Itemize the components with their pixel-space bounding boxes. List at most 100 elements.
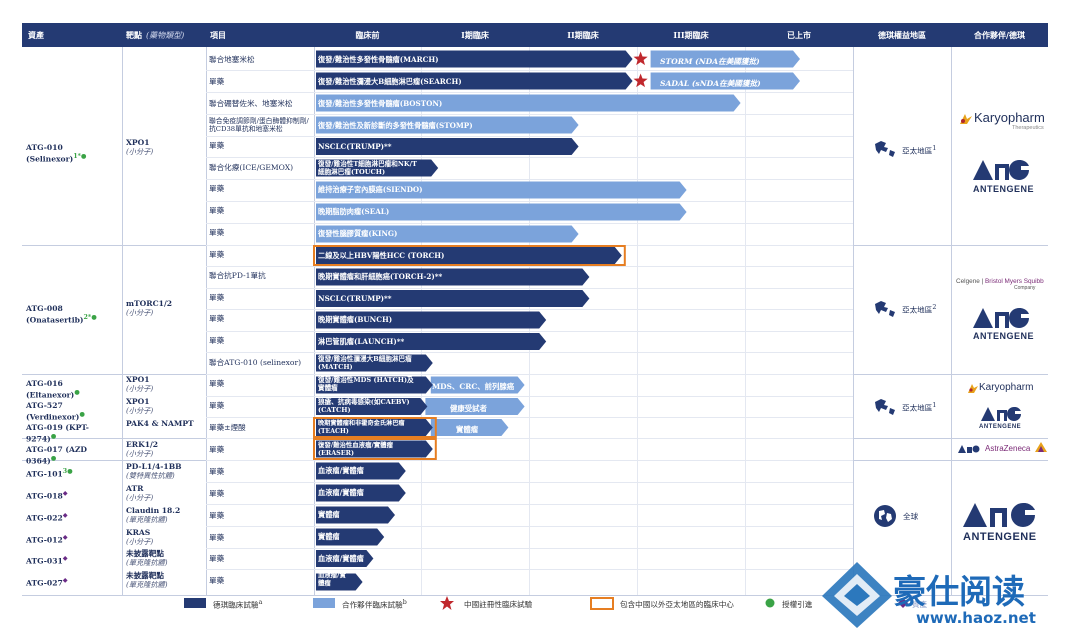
project-label: 聯合硼替佐米、地塞米松 — [209, 99, 293, 108]
row-line — [206, 70, 853, 71]
pipeline-bar — [316, 440, 433, 458]
row-line — [206, 136, 853, 137]
pipeline-bar — [316, 528, 385, 546]
target-undisclosed: 未披露靶點 (單克隆抗體) — [126, 549, 168, 567]
target-xpo1: XPO1 (小分子) — [126, 397, 154, 415]
legend-swatch-antengene — [184, 598, 206, 608]
antengene-mark-icon — [973, 308, 1029, 328]
legend-outline-swatch — [590, 597, 614, 610]
globe-icon — [874, 505, 896, 527]
apac-site-outline — [313, 417, 437, 438]
legend-licensed-more: 資產 — [912, 600, 928, 609]
project-label: 單藥 — [209, 206, 225, 215]
purple-diamond-icon — [898, 598, 908, 608]
row-line — [206, 417, 853, 418]
table-bottom — [22, 595, 1048, 596]
grid-line — [853, 47, 854, 595]
row-line — [206, 374, 853, 375]
target-pdl1-41bb: PD-L1/4-1BB (雙特異性抗體) — [126, 462, 182, 480]
pipeline-bar — [316, 181, 687, 199]
asset-atg-018: ATG-018◆ — [26, 490, 68, 501]
asset-atg-019: ATG-019 (KPT-9274)● — [26, 423, 89, 444]
antengene-mark-icon — [958, 445, 980, 453]
partner-bar-label: MDS、CRC、前列腺癌 — [432, 382, 515, 391]
asset-atg-031: ATG-031◆ — [26, 555, 68, 566]
apac-site-outline — [313, 245, 626, 266]
partner-bar-label: STORM (NDA在美國獲批) — [660, 57, 760, 66]
legend-antengene-trial: 德琪臨床試驗a — [213, 599, 263, 610]
registration-star — [633, 51, 648, 66]
row-line — [206, 482, 853, 483]
project-label: 聯合地塞米松 — [209, 55, 255, 64]
pipeline-bar — [316, 462, 406, 480]
row-line — [206, 157, 853, 158]
grid-line — [122, 47, 123, 595]
project-label: 單藥 — [209, 467, 225, 476]
project-label: 單藥 — [209, 445, 225, 454]
project-label: 單藥 — [209, 293, 225, 302]
project-label: 單藥 — [209, 401, 225, 410]
star-icon — [440, 596, 454, 610]
header-phase-1: I期臨床 — [461, 30, 489, 40]
target-kras: KRAS (小分子) — [126, 528, 154, 546]
target-pak4-nampt: PAK4 & NAMPT — [126, 419, 194, 428]
project-label: 單藥 — [209, 77, 225, 86]
row-line — [206, 223, 853, 224]
row-line — [206, 438, 853, 439]
antengene-mark-icon — [981, 407, 1021, 421]
pipeline-bar — [316, 354, 433, 372]
asset-atg-008: ATG-008 (Onatasertib)2*● — [26, 304, 97, 325]
pipeline-bar — [316, 138, 579, 155]
project-label: 單藥 — [209, 314, 225, 323]
green-dot-icon — [765, 598, 775, 608]
pipeline-bar — [316, 573, 363, 591]
row-line — [206, 460, 853, 461]
header-rights: 德琪權益地區 — [878, 30, 926, 40]
project-label: 單藥±煙酸 — [209, 423, 246, 432]
row-line — [206, 288, 853, 289]
project-label: 單藥 — [209, 489, 225, 498]
asset-atg-016: ATG-016 (Eltanexor)● — [26, 379, 80, 400]
row-line — [206, 548, 853, 549]
project-label: 單藥 — [209, 336, 225, 345]
header-project: 項目 — [210, 30, 226, 40]
pipeline-bar — [316, 419, 433, 436]
grid-line — [951, 47, 952, 595]
asset-atg-017: ATG-017 (AZD 0364)● — [26, 445, 88, 466]
legend-apac-sites: 包含中國以外亞太地區的臨床中心 — [620, 600, 734, 609]
pipeline-bar — [316, 94, 741, 112]
pipeline-bar — [316, 506, 395, 524]
grid-line — [637, 47, 638, 595]
pipeline-bar — [316, 333, 547, 350]
asia-map-icon — [875, 301, 895, 317]
partner-bar — [425, 398, 525, 415]
partner-bar-label: 實體瘤 — [456, 425, 479, 434]
target-claudin: Claudin 18.2 (單克隆抗體) — [126, 506, 181, 524]
apac-site-outline — [313, 438, 437, 460]
project-label: 聯合免疫調節劑/蛋白酶體抑制劑/抗CD38單抗和地塞米松 — [209, 117, 309, 133]
partner-bar — [430, 376, 525, 394]
asset-atg-012: ATG-012◆ — [26, 534, 68, 545]
pipeline-bar — [316, 376, 433, 394]
antengene-mark-icon — [963, 503, 1035, 527]
project-label: 聯合化療(ICE/GEMOX) — [209, 163, 294, 172]
partner-bar — [650, 72, 800, 90]
partner-bar — [650, 50, 800, 68]
project-label: 單藥 — [209, 228, 225, 237]
target-atr: ATR (小分子) — [126, 484, 154, 502]
antengene-mark-icon — [973, 160, 1029, 180]
project-label: 單藥 — [209, 554, 225, 563]
project-label: 單藥 — [209, 576, 225, 585]
row-line — [206, 352, 853, 353]
astrazeneca-mark-icon — [1035, 442, 1047, 452]
row-line — [206, 309, 853, 310]
pipeline-bar — [316, 159, 439, 177]
asset-atg-101: ATG-1013● — [26, 468, 73, 479]
registration-star — [633, 73, 648, 88]
project-label: 聯合抗PD-1單抗 — [209, 271, 266, 280]
pipeline-bar — [316, 398, 428, 415]
partner-bar-label: 健康受試者 — [450, 404, 487, 413]
pipeline-bar — [316, 550, 374, 567]
header-partner: 合作夥伴/德琪 — [974, 30, 1025, 40]
